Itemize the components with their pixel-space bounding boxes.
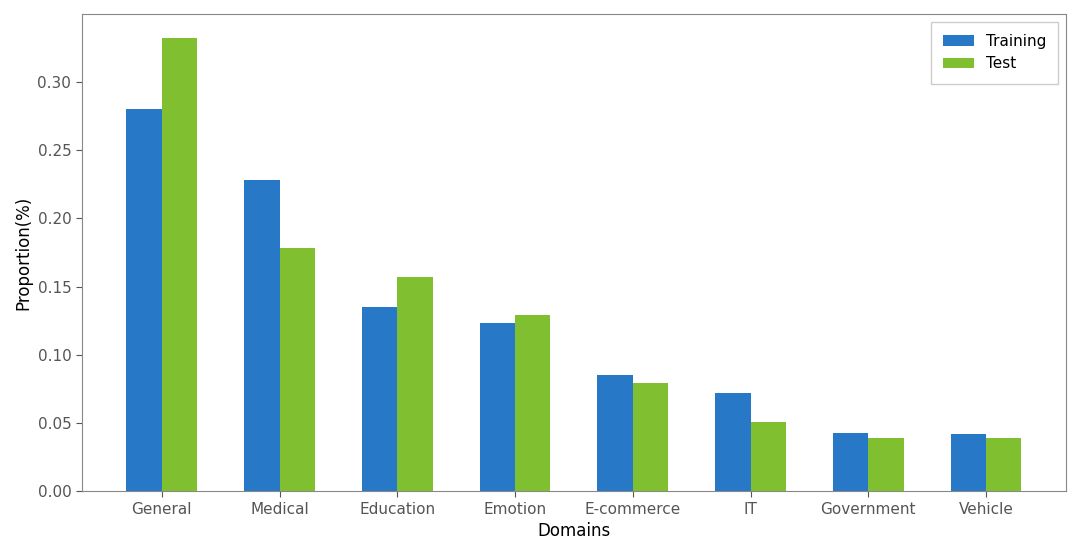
Bar bbox=[397, 277, 433, 491]
Bar bbox=[986, 438, 1022, 491]
Bar bbox=[715, 393, 751, 491]
Bar bbox=[126, 109, 162, 491]
Bar bbox=[362, 307, 397, 491]
Bar bbox=[162, 38, 198, 491]
Bar bbox=[515, 315, 551, 491]
Bar bbox=[950, 434, 986, 491]
Bar bbox=[480, 324, 515, 491]
Bar bbox=[633, 383, 669, 491]
Bar bbox=[868, 438, 904, 491]
Bar bbox=[751, 422, 786, 491]
Bar bbox=[244, 180, 280, 491]
Y-axis label: Proportion(%): Proportion(%) bbox=[14, 196, 32, 310]
Legend: Training, Test: Training, Test bbox=[931, 22, 1058, 84]
Bar bbox=[280, 248, 315, 491]
X-axis label: Domains: Domains bbox=[537, 522, 610, 540]
Bar bbox=[597, 375, 633, 491]
Bar bbox=[833, 433, 868, 491]
